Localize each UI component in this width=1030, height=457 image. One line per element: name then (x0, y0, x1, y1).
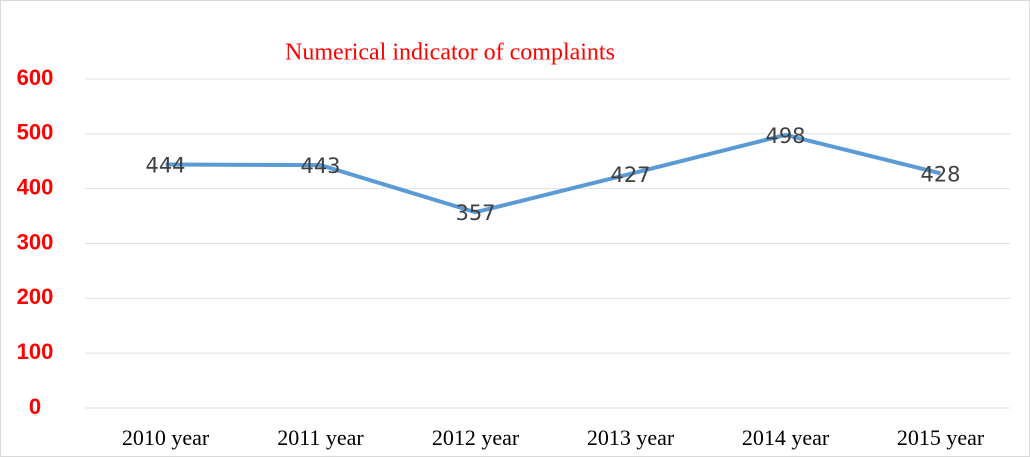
line (165, 132, 941, 215)
y-tick-label: 600 (17, 65, 54, 90)
y-tick-label: 400 (17, 174, 54, 199)
y-tick-label: 0 (29, 394, 41, 419)
x-tick-label: 2014 year (742, 425, 830, 450)
y-tick-label: 200 (17, 284, 54, 309)
y-tick-label: 500 (17, 120, 54, 145)
data-label: 498 (765, 124, 805, 148)
data-label: 427 (610, 163, 650, 187)
data-label: 357 (455, 201, 495, 225)
chart-title: Numerical indicator of complaints (285, 40, 615, 66)
data-label: 444 (145, 154, 185, 178)
data-label: 428 (920, 162, 960, 186)
y-tick-label: 300 (17, 229, 54, 254)
x-tick-label: 2011 year (277, 425, 364, 450)
y-tick-label: 100 (17, 339, 54, 364)
x-tick-label: 2015 year (897, 425, 985, 450)
x-tick-label: 2012 year (432, 425, 520, 450)
data-label: 443 (300, 154, 340, 178)
x-tick-label: 2010 year (122, 425, 210, 450)
x-tick-label: 2013 year (587, 425, 675, 450)
